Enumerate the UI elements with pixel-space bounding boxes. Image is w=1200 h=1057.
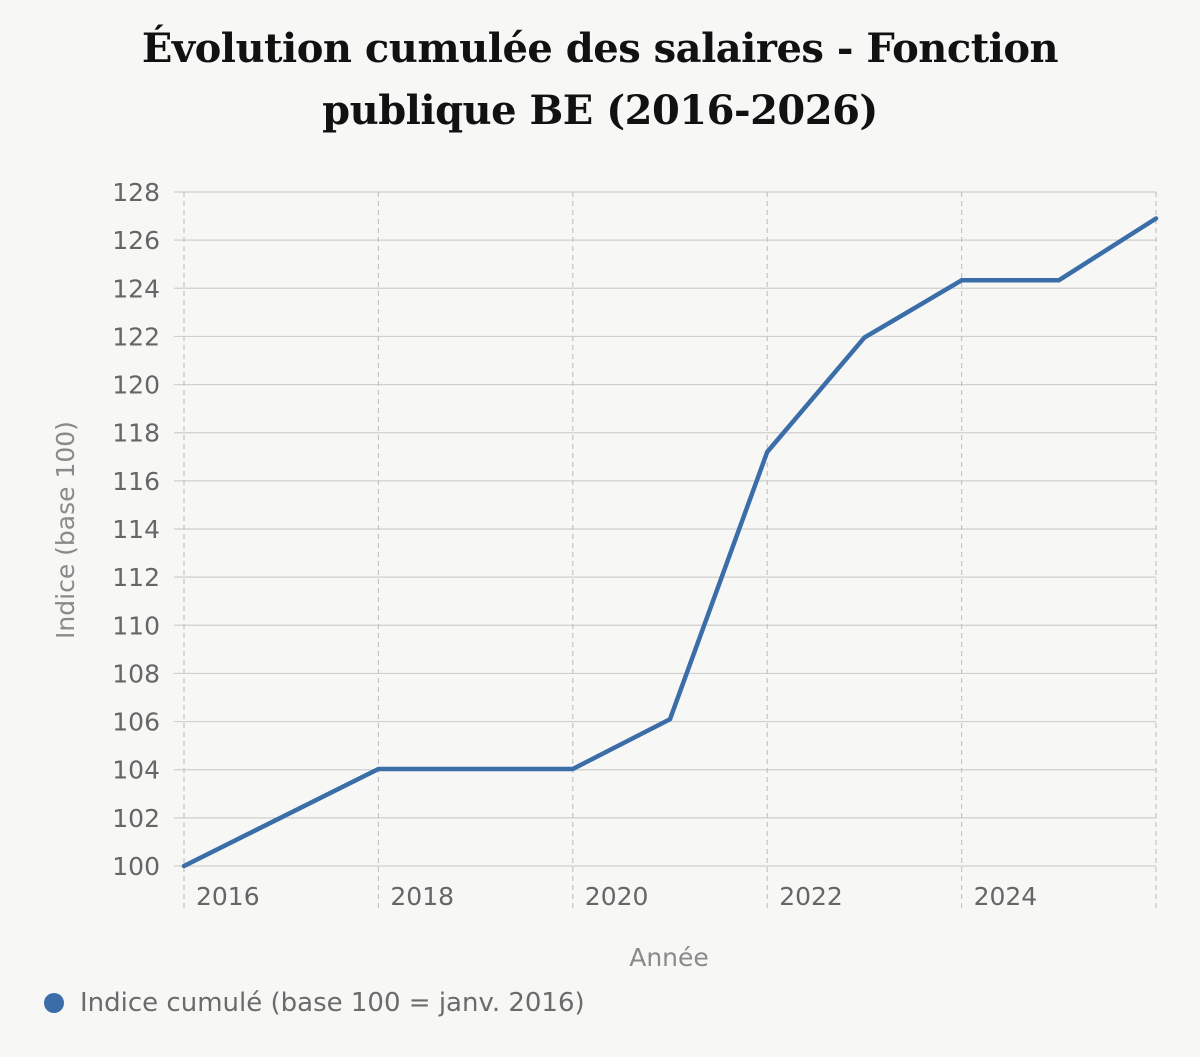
- x-tick-label: 2016: [196, 882, 260, 911]
- y-axis-ticks: 100 102 104 106 108 110 112 114 116 118 120 122 124 1…: [112, 178, 160, 881]
- x-tick-label: 2022: [779, 882, 843, 911]
- y-axis-title: Indice (base 100): [51, 421, 80, 639]
- y-tick-label: 110: [112, 611, 160, 640]
- y-tick-label: 126: [112, 226, 160, 255]
- legend-label: Indice cumulé (base 100 = janv. 2016): [80, 988, 585, 1018]
- y-tick-label: 120: [112, 371, 160, 400]
- x-tick-label: 2020: [585, 882, 649, 911]
- y-tick-label: 100: [112, 852, 160, 881]
- y-tick-label: 112: [112, 563, 160, 592]
- x-tick-label: 2018: [390, 882, 454, 911]
- y-tick-label: 106: [112, 708, 160, 737]
- grid-lines: [174, 191, 1157, 912]
- chart-title: Évolution cumulée des salaires - Fonctio…: [141, 25, 1059, 134]
- legend-marker: [44, 993, 64, 1013]
- y-tick-label: 114: [112, 515, 160, 544]
- x-axis-title: Année: [629, 943, 709, 972]
- y-tick-label: 104: [112, 756, 160, 785]
- x-axis-ticks: 2016 2018 2020 2022 2024: [196, 882, 1037, 911]
- y-tick-label: 124: [112, 274, 160, 303]
- legend: Indice cumulé (base 100 = janv. 2016): [44, 988, 585, 1018]
- y-tick-label: 102: [112, 804, 160, 833]
- y-tick-label: 128: [112, 178, 160, 207]
- x-tick-label: 2024: [974, 882, 1038, 911]
- y-tick-label: 122: [112, 322, 160, 351]
- series-lines: [181, 216, 1159, 869]
- y-tick-label: 118: [112, 419, 160, 448]
- y-tick-label: 116: [112, 467, 160, 496]
- series-line: [181, 216, 1159, 869]
- y-tick-label: 108: [112, 659, 160, 688]
